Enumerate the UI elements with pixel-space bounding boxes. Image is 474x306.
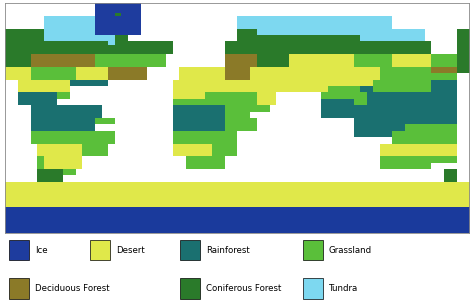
Text: Deciduous Forest: Deciduous Forest bbox=[35, 284, 109, 293]
Bar bbox=[180, 278, 200, 299]
Text: Grassland: Grassland bbox=[329, 246, 372, 255]
Text: Rainforest: Rainforest bbox=[206, 246, 249, 255]
Text: Desert: Desert bbox=[116, 246, 145, 255]
Bar bbox=[180, 240, 200, 260]
Bar bbox=[90, 240, 110, 260]
Text: Tundra: Tundra bbox=[329, 284, 358, 293]
Bar bbox=[303, 240, 323, 260]
Bar bbox=[9, 278, 29, 299]
Text: Coniferous Forest: Coniferous Forest bbox=[206, 284, 281, 293]
Bar bbox=[303, 278, 323, 299]
Text: Ice: Ice bbox=[35, 246, 48, 255]
Bar bbox=[9, 240, 29, 260]
